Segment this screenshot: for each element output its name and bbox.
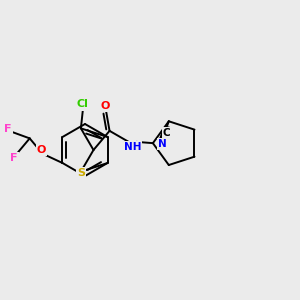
Text: F: F: [4, 124, 12, 134]
Text: O: O: [37, 145, 46, 155]
Text: Cl: Cl: [77, 99, 89, 110]
Text: C: C: [163, 128, 170, 138]
Text: O: O: [100, 101, 110, 111]
Text: NH: NH: [124, 142, 141, 152]
Text: S: S: [77, 168, 85, 178]
Text: F: F: [10, 153, 18, 163]
Text: N: N: [158, 139, 167, 149]
